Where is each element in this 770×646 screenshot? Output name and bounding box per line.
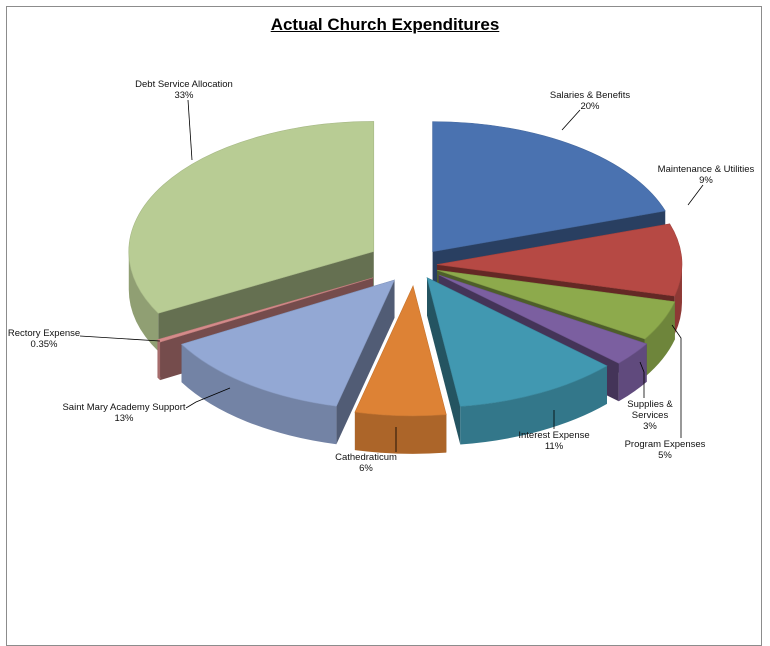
label-saint-mary-academy-support: Saint Mary Academy Support 13% (62, 387, 231, 424)
label-cathedraticum: Cathedraticum 6% (335, 427, 397, 474)
label-pct-saint-mary-academy-support: 13% (114, 413, 134, 424)
label-text-rectory-expense: Rectory Expense 0.35% (8, 328, 80, 350)
pie-chart: Salaries & Benefits 20% Maintenance & Util… (8, 79, 755, 474)
label-interest-expense: Interest Expense 11% (518, 410, 590, 452)
leader-line-rectory-expense (79, 335, 161, 342)
label-rectory-expense: Rectory Expense 0.35% (8, 328, 161, 350)
label-pct-salaries-benefits: 20% (580, 101, 600, 112)
label-text-interest-expense: Interest Expense 11% (518, 430, 589, 452)
label-salaries-benefits: Salaries & Benefits 20% (550, 90, 631, 131)
label-text-salaries-benefits: Salaries & Benefits 20% (550, 90, 631, 112)
leader-line-supplies-services (639, 361, 645, 398)
label-text-maintenance-utilities: Maintenance & Utilities 9% (658, 164, 755, 186)
label-pct-cathedraticum: 6% (359, 463, 373, 474)
pie-slice-interest-expense (426, 277, 608, 445)
label-text-cathedraticum: Cathedraticum 6% (335, 452, 397, 474)
label-supplies-services: Supplies & Services 3% (627, 361, 673, 432)
label-pct-program-expenses: 5% (658, 450, 672, 461)
label-program-expenses: Program Expenses 5% (625, 324, 706, 461)
label-maintenance-utilities: Maintenance & Utilities 9% (658, 164, 755, 206)
label-pct-supplies-services: 3% (643, 421, 657, 432)
chart-title: Actual Church Expenditures (270, 15, 500, 34)
leader-line-program-expenses (671, 324, 682, 438)
pie-slice-cathedraticum (354, 284, 447, 454)
label-text-program-expenses: Program Expenses 5% (625, 439, 706, 461)
label-pct-maintenance-utilities: 9% (699, 175, 713, 186)
label-text-supplies-services: Supplies & Services 3% (627, 399, 673, 432)
leader-line-maintenance-utilities (687, 184, 704, 206)
label-text-saint-mary-academy-support: Saint Mary Academy Support 13% (62, 402, 185, 424)
label-pct-debt-service-allocation: 33% (174, 90, 194, 101)
pie-slice-saint-mary-academy-support (180, 279, 396, 445)
leader-line-saint-mary-academy-support (185, 387, 231, 409)
leader-line-debt-service-allocation (187, 99, 193, 161)
leader-line-salaries-benefits (561, 109, 581, 131)
label-pct-interest-expense: 11% (545, 441, 564, 452)
label-pct-rectory-expense: 0.35% (31, 339, 58, 350)
label-text-debt-service-allocation: Debt Service Allocation 33% (135, 79, 233, 101)
label-debt-service-allocation: Debt Service Allocation 33% (135, 79, 233, 161)
